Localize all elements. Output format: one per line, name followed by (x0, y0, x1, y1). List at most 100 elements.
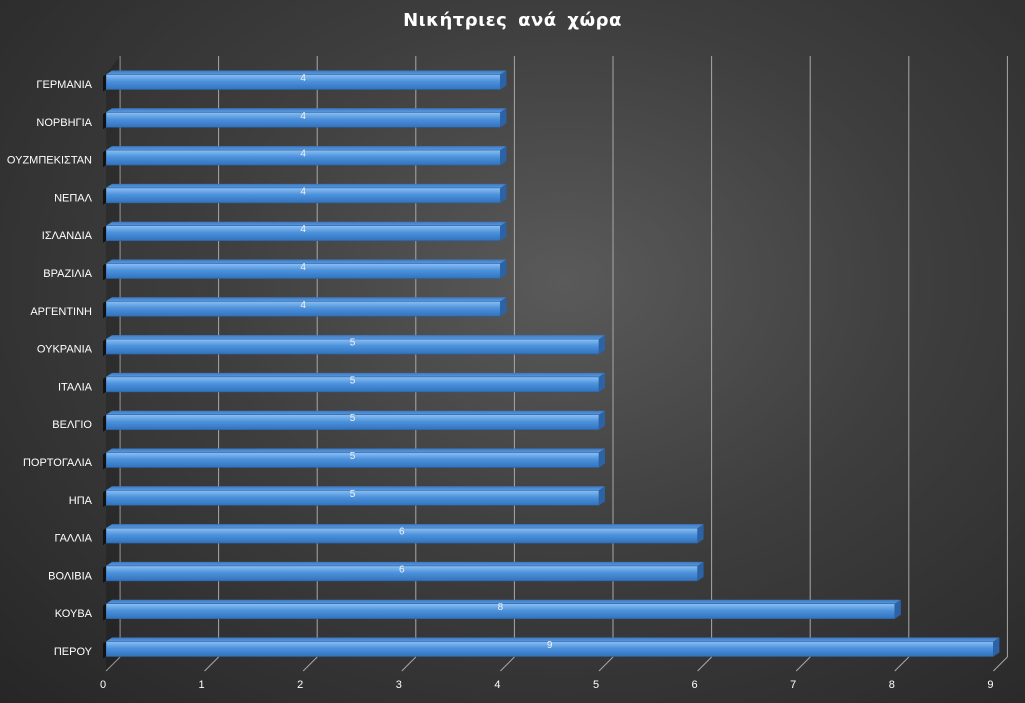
data-label: 4 (300, 149, 306, 160)
side-wall (106, 56, 120, 671)
category-label: ΒΕΛΓΙΟ (52, 419, 92, 431)
bar-top (106, 410, 605, 415)
bar-edge (103, 74, 106, 92)
bar (103, 108, 507, 130)
x-tick-label: 9 (987, 679, 993, 691)
bar (103, 221, 507, 243)
x-tick-label: 7 (790, 679, 796, 691)
floor-edge (106, 657, 1007, 671)
bar-top (106, 561, 704, 566)
bar-top (106, 637, 1000, 642)
chart-title: Νικήτριες ανά χώρα (403, 10, 622, 31)
bar-end (500, 108, 507, 128)
bar (103, 486, 605, 508)
bar-top (106, 183, 507, 188)
category-label: ΟΥΚΡΑΝΙΑ (37, 344, 93, 356)
bar-top (106, 221, 507, 226)
bar (103, 183, 507, 205)
bar-end (697, 561, 704, 581)
bar-top (106, 146, 507, 151)
bar-edge (103, 112, 106, 130)
bar-top (106, 599, 901, 604)
bar-end (697, 524, 704, 544)
bar-edge (103, 452, 106, 470)
bar (103, 372, 605, 394)
category-label: ΓΑΛΛΙΑ (55, 533, 93, 545)
gridline-floor (302, 656, 318, 672)
gridline-floor (795, 656, 811, 672)
category-label: ΠΟΡΤΟΓΑΛΙΑ (23, 457, 93, 469)
bar-edge (103, 187, 106, 205)
data-label: 4 (300, 300, 306, 311)
x-tick-label: 0 (100, 679, 106, 691)
bar-top (106, 335, 605, 340)
bar (103, 70, 507, 92)
bar-edge (103, 565, 106, 583)
bar-edge (103, 150, 106, 168)
bar-top (106, 108, 507, 113)
data-label: 5 (350, 451, 356, 462)
data-label: 6 (399, 527, 405, 538)
bar-top (106, 448, 605, 453)
data-label: 5 (350, 375, 356, 386)
bar-edge (103, 641, 106, 659)
bar-top (106, 486, 605, 491)
data-label: 4 (300, 224, 306, 235)
gridline-floor (500, 656, 515, 672)
bar-edge (103, 225, 106, 243)
gridline-floor (598, 656, 614, 672)
labels-layer: 0 1 2 3 4 5 6 7 8 9 4 ΓΕΡΜΑΝΙΑ 4 ΝΟΡΒΗΓΙΑ 4 ΟΥΖΜΠΕΚΙΣΤΑ… (7, 73, 994, 691)
bar (103, 524, 704, 546)
x-tick-label: 1 (199, 679, 205, 691)
x-tick-label: 3 (396, 679, 402, 691)
data-label: 5 (350, 338, 356, 349)
data-label: 9 (547, 640, 553, 651)
bar-edge (103, 339, 106, 357)
gridline-floor (105, 656, 121, 672)
category-label: ΟΥΖΜΠΕΚΙΣΤΑΝ (7, 155, 92, 167)
bar-top (106, 524, 704, 529)
gridline-floor (204, 656, 219, 672)
bar (103, 410, 605, 432)
bar-edge (103, 301, 106, 319)
bar-top (106, 372, 605, 377)
data-label: 5 (350, 413, 356, 424)
category-label: ΝΟΡΒΗΓΙΑ (36, 117, 92, 129)
x-tick-label: 2 (297, 679, 303, 691)
data-label: 4 (300, 186, 306, 197)
category-label: ΒΡΑΖΙΛΙΑ (43, 268, 92, 280)
bar-top (106, 297, 507, 302)
bar-end (500, 221, 507, 241)
bar-end (993, 637, 1000, 657)
bar (103, 297, 507, 319)
category-label: ΓΕΡΜΑΝΙΑ (36, 79, 92, 91)
data-label: 8 (498, 602, 504, 613)
category-label: ΑΡΓΕΝΤΙΝΗ (30, 306, 92, 318)
gridline-floor (697, 656, 712, 672)
category-label: ΚΟΥΒΑ (55, 608, 93, 620)
bar (103, 335, 605, 357)
category-label: ΒΟΛΙΒΙΑ (48, 570, 92, 582)
bar (103, 146, 507, 168)
bar (103, 259, 507, 281)
bar-end (599, 335, 605, 355)
x-tick-label: 8 (889, 679, 895, 691)
bar-edge (103, 490, 106, 508)
bar (103, 599, 901, 621)
bars-layer (103, 70, 1000, 659)
bar (103, 637, 1000, 659)
bar-edge (103, 263, 106, 281)
bar-end (500, 259, 507, 279)
category-label: ΙΤΑΛΙΑ (58, 381, 93, 393)
bar-end (500, 146, 507, 166)
bar-end (500, 183, 507, 203)
data-label: 4 (300, 73, 306, 84)
x-tick-label: 4 (494, 679, 500, 691)
bar-top (106, 70, 507, 75)
bar-top (106, 259, 507, 264)
bar-end (599, 448, 605, 468)
bar-end (599, 486, 605, 506)
gridline-floor (993, 656, 1008, 672)
